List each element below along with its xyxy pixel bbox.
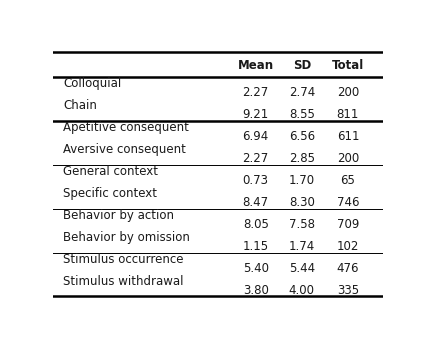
Text: Stimulus occurrence: Stimulus occurrence (63, 253, 184, 266)
Text: 611: 611 (337, 130, 359, 143)
Text: 335: 335 (337, 284, 359, 297)
Text: 7.58: 7.58 (289, 218, 315, 231)
Text: 5.44: 5.44 (289, 262, 315, 275)
Text: Behavior by action: Behavior by action (63, 209, 174, 222)
Text: 4.00: 4.00 (289, 284, 315, 297)
Text: SD: SD (293, 59, 311, 72)
Text: General context: General context (63, 165, 158, 177)
Text: 2.27: 2.27 (243, 86, 269, 99)
Text: Mean: Mean (238, 59, 274, 72)
Text: 811: 811 (337, 108, 359, 121)
Text: 8.55: 8.55 (289, 108, 315, 121)
Text: 200: 200 (337, 152, 359, 165)
Text: 2.74: 2.74 (289, 86, 315, 99)
Text: Colloquial: Colloquial (63, 77, 121, 90)
Text: 102: 102 (337, 240, 359, 253)
Text: 2.85: 2.85 (289, 152, 315, 165)
Text: 8.05: 8.05 (243, 218, 269, 231)
Text: 3.80: 3.80 (243, 284, 269, 297)
Text: Aversive consequent: Aversive consequent (63, 143, 186, 156)
Text: 1.15: 1.15 (243, 240, 269, 253)
Text: 200: 200 (337, 86, 359, 99)
Text: 65: 65 (340, 174, 355, 187)
Text: 8.30: 8.30 (289, 196, 315, 209)
Text: 6.56: 6.56 (289, 130, 315, 143)
Text: 2.27: 2.27 (243, 152, 269, 165)
Text: Behavior by omission: Behavior by omission (63, 231, 190, 244)
Text: 5.40: 5.40 (243, 262, 269, 275)
Text: 476: 476 (337, 262, 359, 275)
Text: Chain: Chain (63, 99, 97, 112)
Text: Specific context: Specific context (63, 187, 157, 200)
Text: 9.21: 9.21 (243, 108, 269, 121)
Text: 1.70: 1.70 (289, 174, 315, 187)
Text: 1.74: 1.74 (289, 240, 315, 253)
Text: 6.94: 6.94 (243, 130, 269, 143)
Text: 709: 709 (337, 218, 359, 231)
Text: 8.47: 8.47 (243, 196, 269, 209)
Text: 0.73: 0.73 (243, 174, 269, 187)
Text: Total: Total (332, 59, 364, 72)
Text: Apetitive consequent: Apetitive consequent (63, 121, 189, 134)
Text: 746: 746 (337, 196, 359, 209)
Text: Stimulus withdrawal: Stimulus withdrawal (63, 275, 184, 288)
